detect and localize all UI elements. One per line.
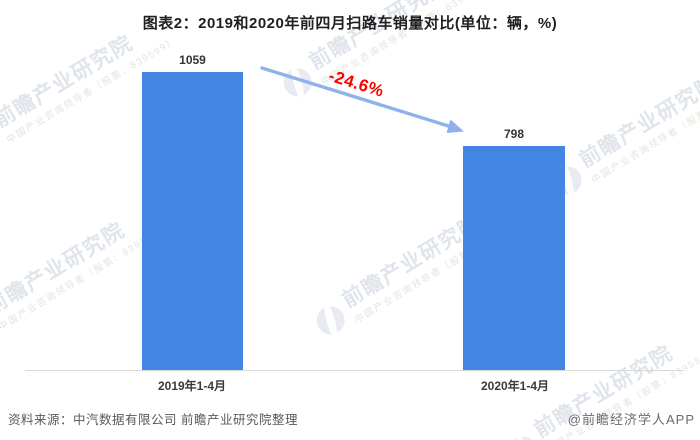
credit-note: @前瞻经济学人APP [567,412,695,427]
source-note: 资料来源：中汽数据有限公司 前瞻产业研究院整理 [8,413,298,427]
x-axis-label-2019: 2019年1-4月 [157,379,227,393]
data-label-2019: 1059 [179,53,206,67]
x-axis-line [25,370,683,371]
bar-2020 [463,146,565,371]
x-axis-label-2020: 2020年1-4月 [480,379,550,393]
bar-2019 [142,72,243,371]
data-label-2020: 798 [503,127,525,141]
chart-title: 图表2：2019和2020年前四月扫路车销量对比(单位：辆，%) [142,15,558,32]
decline-percent-label: -24.6% [326,66,387,101]
